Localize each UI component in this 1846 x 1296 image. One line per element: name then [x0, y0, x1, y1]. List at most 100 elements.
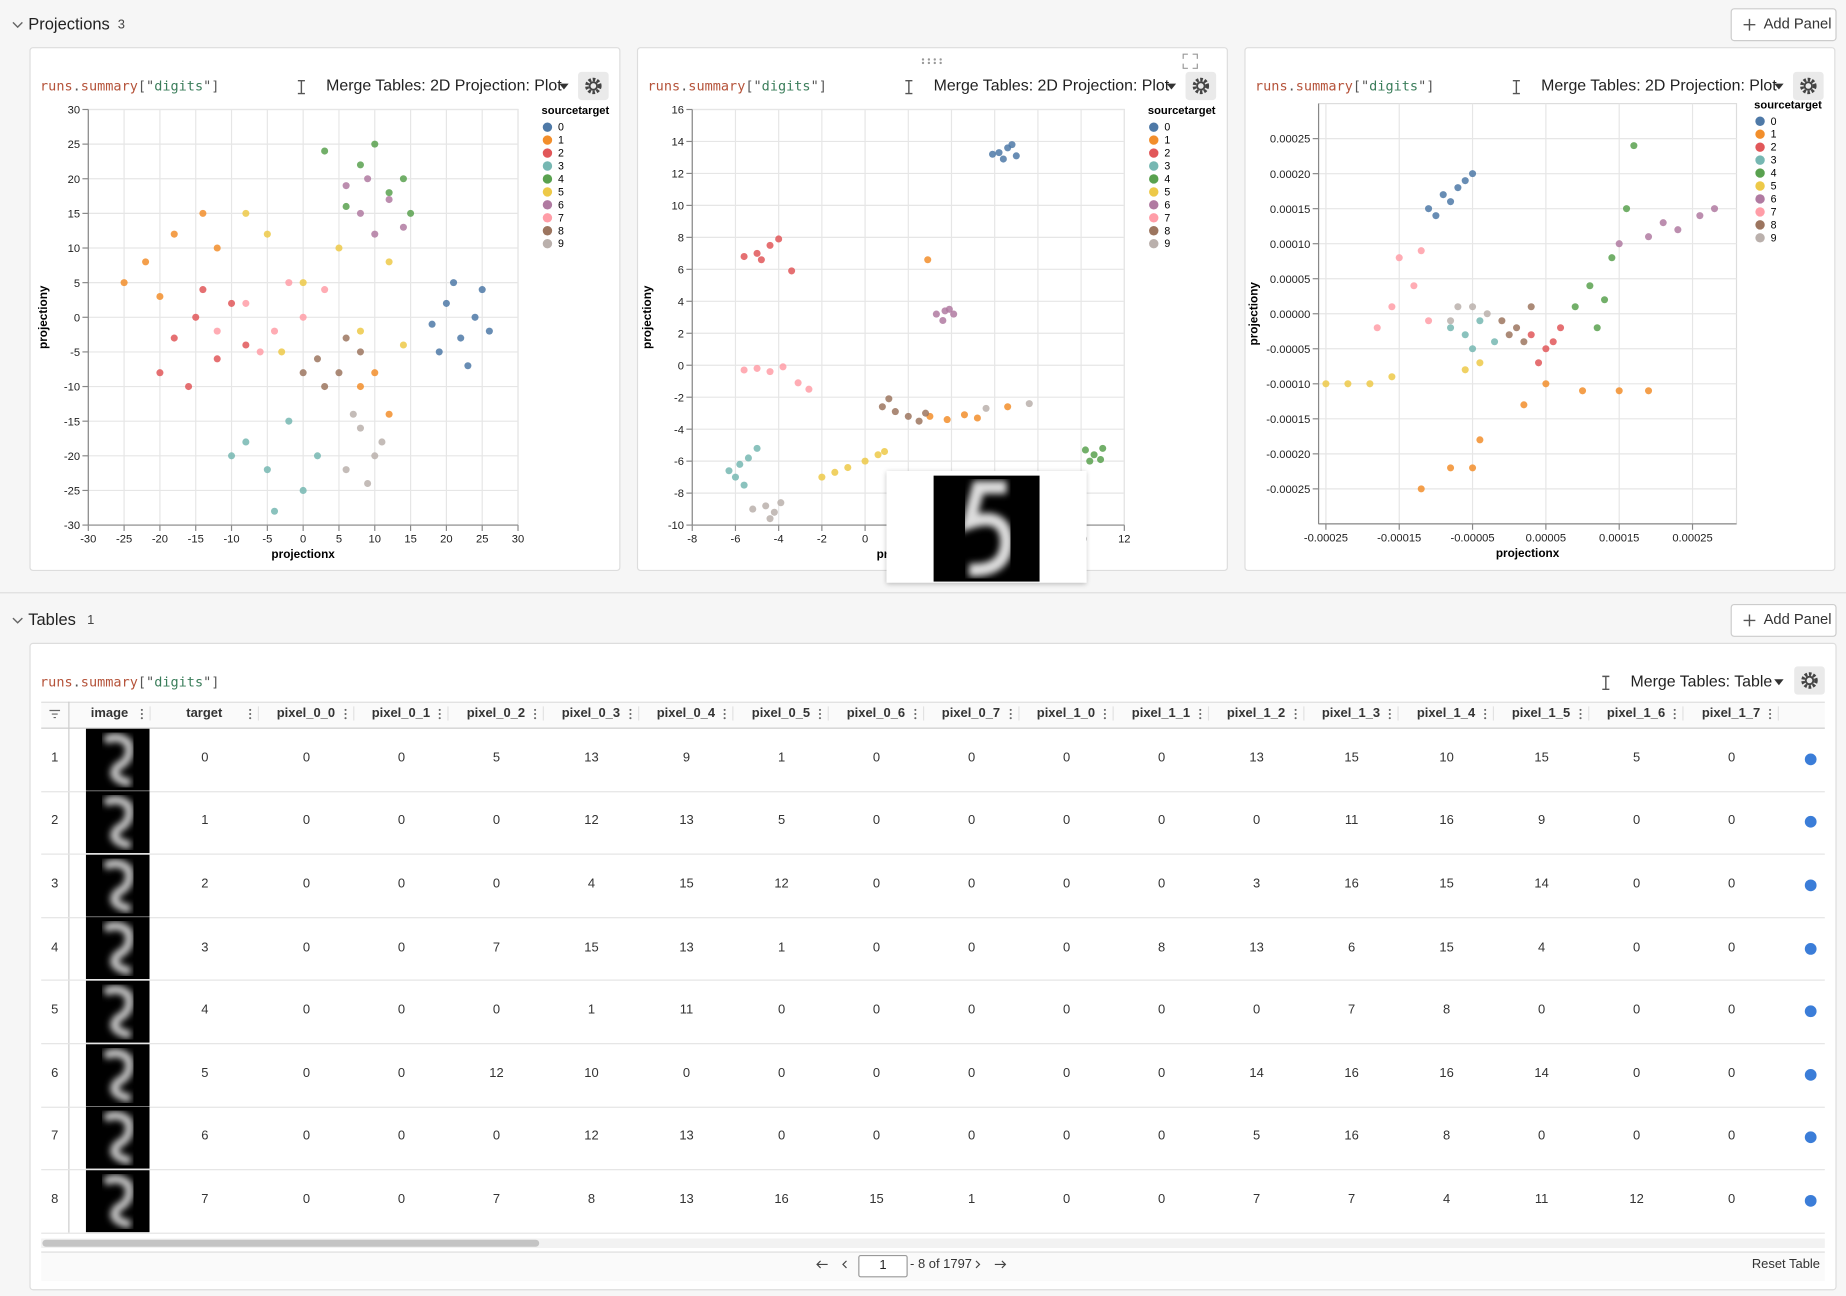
table-cell: 0 [1252, 1003, 1261, 1018]
table-cell: 0 [872, 940, 881, 955]
column-header[interactable]: pixel_0_2 [449, 706, 545, 721]
expand-icon [1182, 53, 1198, 69]
table-cell: 0 [1537, 1129, 1546, 1144]
image-tooltip [886, 470, 1087, 583]
column-menu-icon [1484, 708, 1487, 720]
column-header[interactable]: pixel_0_0 [259, 706, 354, 721]
query: runs.summary["digits"] [40, 673, 219, 689]
legend-swatch [1149, 200, 1159, 210]
column-menu-icon [1294, 708, 1297, 720]
table-cell: 13 [679, 1129, 694, 1144]
column-header[interactable]: pixel_1_0 [1019, 706, 1115, 721]
column-header[interactable]: pixel_0_5 [734, 706, 830, 721]
settings-button[interactable] [1794, 666, 1825, 695]
point [740, 481, 748, 489]
y-tick-label: -0.00010 [1266, 379, 1310, 391]
panel-type-selector[interactable]: Merge Tables: 2D Projection: Plot [933, 76, 1170, 95]
y-tick-label: 0 [74, 312, 80, 324]
add-panel-button[interactable]: Add Panel [1730, 603, 1837, 637]
y-tick-label: 0.00005 [1270, 274, 1310, 286]
column-header[interactable]: pixel_0_6 [829, 706, 925, 721]
legend-swatch [542, 174, 553, 184]
point [342, 182, 350, 190]
dot [1674, 708, 1677, 711]
table-cell: 9 [1537, 813, 1546, 829]
legend-label: 6 [1771, 193, 1777, 205]
dot [1389, 717, 1392, 720]
settings-button[interactable] [578, 71, 609, 101]
y-tick-label: -25 [64, 486, 80, 498]
query-token: runs [40, 77, 73, 95]
point [753, 249, 761, 257]
point [960, 411, 968, 419]
reset-table[interactable]: Reset Table [1751, 1257, 1820, 1272]
point [170, 230, 178, 238]
table-cell: 0 [967, 1129, 976, 1144]
table-cell: 0 [1252, 813, 1261, 829]
add-panel-button[interactable]: Add Panel [1730, 8, 1837, 42]
gear-hub [1196, 81, 1206, 91]
dot [1389, 712, 1392, 716]
column-header[interactable]: pixel_1_7 [1684, 706, 1780, 721]
point [1373, 324, 1381, 332]
point [299, 486, 307, 494]
point [989, 150, 997, 158]
dot [439, 712, 442, 716]
point [285, 417, 293, 425]
table-cell: 0 [1728, 1129, 1736, 1144]
y-tick-label: -0.00005 [1266, 344, 1310, 356]
column-header[interactable]: pixel_1_1 [1114, 706, 1210, 721]
dot [933, 58, 936, 61]
settings-button[interactable] [1793, 71, 1824, 101]
digit-stroke [102, 985, 134, 1039]
point [753, 364, 761, 372]
column-header[interactable]: target [151, 706, 260, 721]
column-header[interactable]: pixel_1_2 [1209, 706, 1305, 721]
column-header[interactable]: pixel_1_6 [1589, 706, 1685, 721]
column-header[interactable]: pixel_0_3 [544, 706, 640, 721]
dot [819, 708, 822, 711]
table-cell: 14 [1534, 877, 1549, 892]
table-panel [29, 642, 1837, 1291]
cursor [905, 79, 913, 95]
table-cell: 5 [777, 813, 786, 829]
column-header[interactable]: pixel_0_7 [924, 706, 1020, 721]
plus [1743, 18, 1756, 31]
panel-type-selector[interactable]: Merge Tables: 2D Projection: Plot [1541, 76, 1777, 95]
table-cell: 4 [1442, 1192, 1451, 1207]
column-header[interactable]: pixel_0_1 [354, 706, 449, 721]
column-header[interactable]: pixel_1_5 [1494, 706, 1590, 721]
table-cell: 4 [1537, 940, 1546, 955]
table-cell: 0 [872, 1003, 881, 1018]
y-tick-label: 5 [74, 278, 80, 290]
table-cell: 11 [1534, 1192, 1549, 1207]
table-type-selector[interactable]: Merge Tables: Table [1630, 672, 1773, 690]
point [736, 460, 744, 468]
legend-swatch [1755, 181, 1765, 191]
gear-ring [585, 77, 602, 95]
legend-label: 9 [558, 238, 564, 250]
digit-stroke [102, 859, 134, 913]
column-header[interactable]: pixel_0_4 [639, 706, 735, 721]
column-header[interactable]: image [69, 706, 151, 721]
query-token: . [72, 673, 81, 690]
query-token: runs [647, 77, 681, 95]
column-header[interactable]: pixel_1_4 [1399, 706, 1495, 721]
settings-button[interactable] [1185, 71, 1217, 101]
column-header[interactable]: pixel_1_3 [1304, 706, 1400, 721]
table-cell: 0 [397, 750, 406, 766]
query: runs.summary["digits"] [1255, 78, 1434, 94]
dot [939, 58, 942, 61]
table-cell: 15 [869, 1192, 884, 1207]
query-token: runs [1255, 77, 1288, 95]
scrollbar-thumb[interactable] [42, 1239, 540, 1247]
section-title: Projections [28, 14, 110, 33]
x-tick-label: 0.00015 [1599, 533, 1639, 545]
page-input[interactable]: 1 [858, 1255, 908, 1278]
query-token: [" [137, 77, 155, 95]
y-tick-label: 0.00025 [1270, 134, 1310, 146]
dot [1104, 717, 1107, 720]
point [399, 341, 407, 349]
table-cell: 8 [1442, 1129, 1451, 1144]
panel-type-selector[interactable]: Merge Tables: 2D Projection: Plot [326, 76, 562, 95]
